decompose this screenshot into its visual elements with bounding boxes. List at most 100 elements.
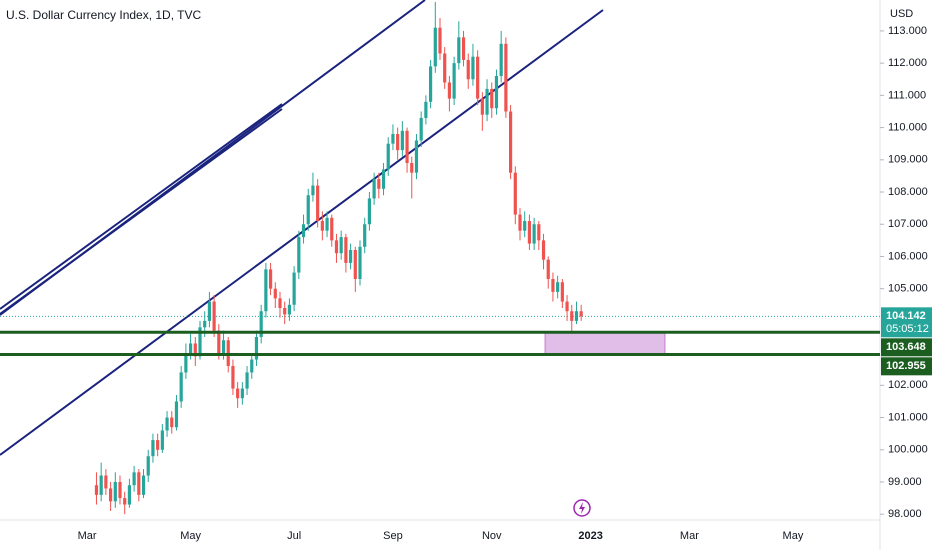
candle-body	[179, 372, 183, 402]
candle-body	[292, 272, 296, 305]
candle-body	[551, 279, 555, 292]
y-tick-label: 107.000	[888, 218, 928, 230]
candle-body	[231, 365, 235, 389]
candle-body	[330, 217, 334, 241]
chart-title: U.S. Dollar Currency Index, 1D, TVC	[6, 8, 202, 22]
candle-body	[141, 475, 146, 495]
candle-body	[428, 66, 433, 102]
alert-bolt[interactable]	[579, 502, 585, 514]
candle-body	[513, 172, 517, 215]
price-tag	[881, 338, 932, 357]
price-tag	[881, 307, 932, 338]
y-tick-label: 113.000	[888, 25, 927, 37]
candle-body	[339, 237, 343, 254]
price-tag-label: 102.955	[886, 360, 926, 372]
price-tag-label: 104.142	[886, 310, 926, 322]
candle-body	[494, 76, 499, 109]
x-tick-label: Sep	[383, 530, 403, 542]
alert-icon[interactable]	[573, 499, 591, 517]
y-tick-label: 102.000	[888, 379, 928, 391]
y-tick-label: 112.000	[888, 57, 927, 69]
candle-body	[160, 430, 164, 450]
candle-body	[123, 498, 127, 505]
candle-body	[391, 134, 395, 144]
price-tag	[881, 357, 932, 376]
candle-body	[386, 143, 390, 170]
candle-body	[221, 340, 226, 354]
price-tag-label: 103.648	[886, 341, 926, 353]
candle-body	[127, 485, 132, 505]
candle-body	[188, 343, 193, 354]
candle-body	[273, 288, 277, 299]
candle-body	[461, 37, 466, 60]
candle-body	[264, 269, 268, 312]
currency-label: USD	[890, 8, 913, 20]
candle-body	[132, 472, 136, 486]
x-tick-label: 2023	[578, 530, 602, 542]
y-tick-label: 111.000	[888, 89, 926, 101]
y-tick-label: 98.000	[888, 508, 922, 520]
y-tick-label: 105.000	[888, 283, 928, 295]
candle-body	[358, 246, 362, 280]
candle-body	[381, 169, 386, 189]
candle-body	[565, 301, 569, 312]
trend-line	[0, 9, 604, 456]
candle-body	[311, 185, 315, 196]
x-tick-label: May	[783, 530, 804, 542]
candle-body	[325, 217, 329, 231]
candle-body	[532, 224, 536, 244]
candle-body	[99, 475, 103, 495]
candle-body	[198, 327, 202, 357]
candle-body	[410, 163, 414, 173]
candle-body	[104, 475, 108, 489]
trend-line	[0, 103, 283, 310]
candle-body	[108, 488, 113, 502]
candle-body	[367, 198, 372, 225]
candle-body	[527, 221, 532, 244]
candle-body	[165, 417, 169, 431]
countdown: 05:05:12	[886, 323, 929, 335]
y-tick-label: 108.000	[888, 186, 928, 198]
candle-body	[560, 282, 564, 302]
candle-body	[499, 43, 503, 77]
candle-body	[283, 308, 287, 315]
candle-body	[508, 111, 513, 173]
candle-body	[490, 88, 494, 109]
candle-body	[193, 343, 197, 357]
candle-body	[363, 224, 367, 247]
candle-body	[240, 388, 244, 399]
candle-body	[156, 440, 160, 450]
candle-body	[353, 250, 357, 280]
candle-body	[254, 337, 259, 360]
x-tick-label: Jul	[287, 530, 301, 542]
candle-body	[574, 311, 579, 321]
candle-body	[546, 259, 550, 280]
candle-body	[259, 311, 263, 338]
candle-body	[174, 401, 179, 428]
candle-body	[447, 82, 452, 99]
candle-body	[476, 56, 480, 99]
candle-body	[419, 117, 423, 141]
candle-body	[212, 301, 216, 331]
candle-body	[452, 63, 456, 99]
candle-body	[287, 304, 292, 315]
candle-body	[217, 330, 221, 354]
candle-body	[485, 88, 489, 115]
candle-body	[466, 59, 470, 80]
candle-body	[306, 195, 310, 225]
candle-body	[245, 372, 249, 389]
candle-body	[471, 56, 475, 80]
y-tick-label: 99.000	[888, 476, 922, 488]
x-tick-label: May	[180, 530, 201, 542]
candle-body	[268, 269, 273, 289]
candle-body	[184, 353, 188, 373]
y-tick-label: 100.000	[888, 444, 928, 456]
y-tick-label: 106.000	[888, 250, 928, 262]
candle-body	[278, 298, 282, 309]
candle-body	[372, 179, 376, 199]
drawings	[0, 0, 604, 456]
candle-body	[400, 130, 404, 151]
candle-body	[113, 481, 117, 502]
candle-body	[137, 472, 141, 495]
